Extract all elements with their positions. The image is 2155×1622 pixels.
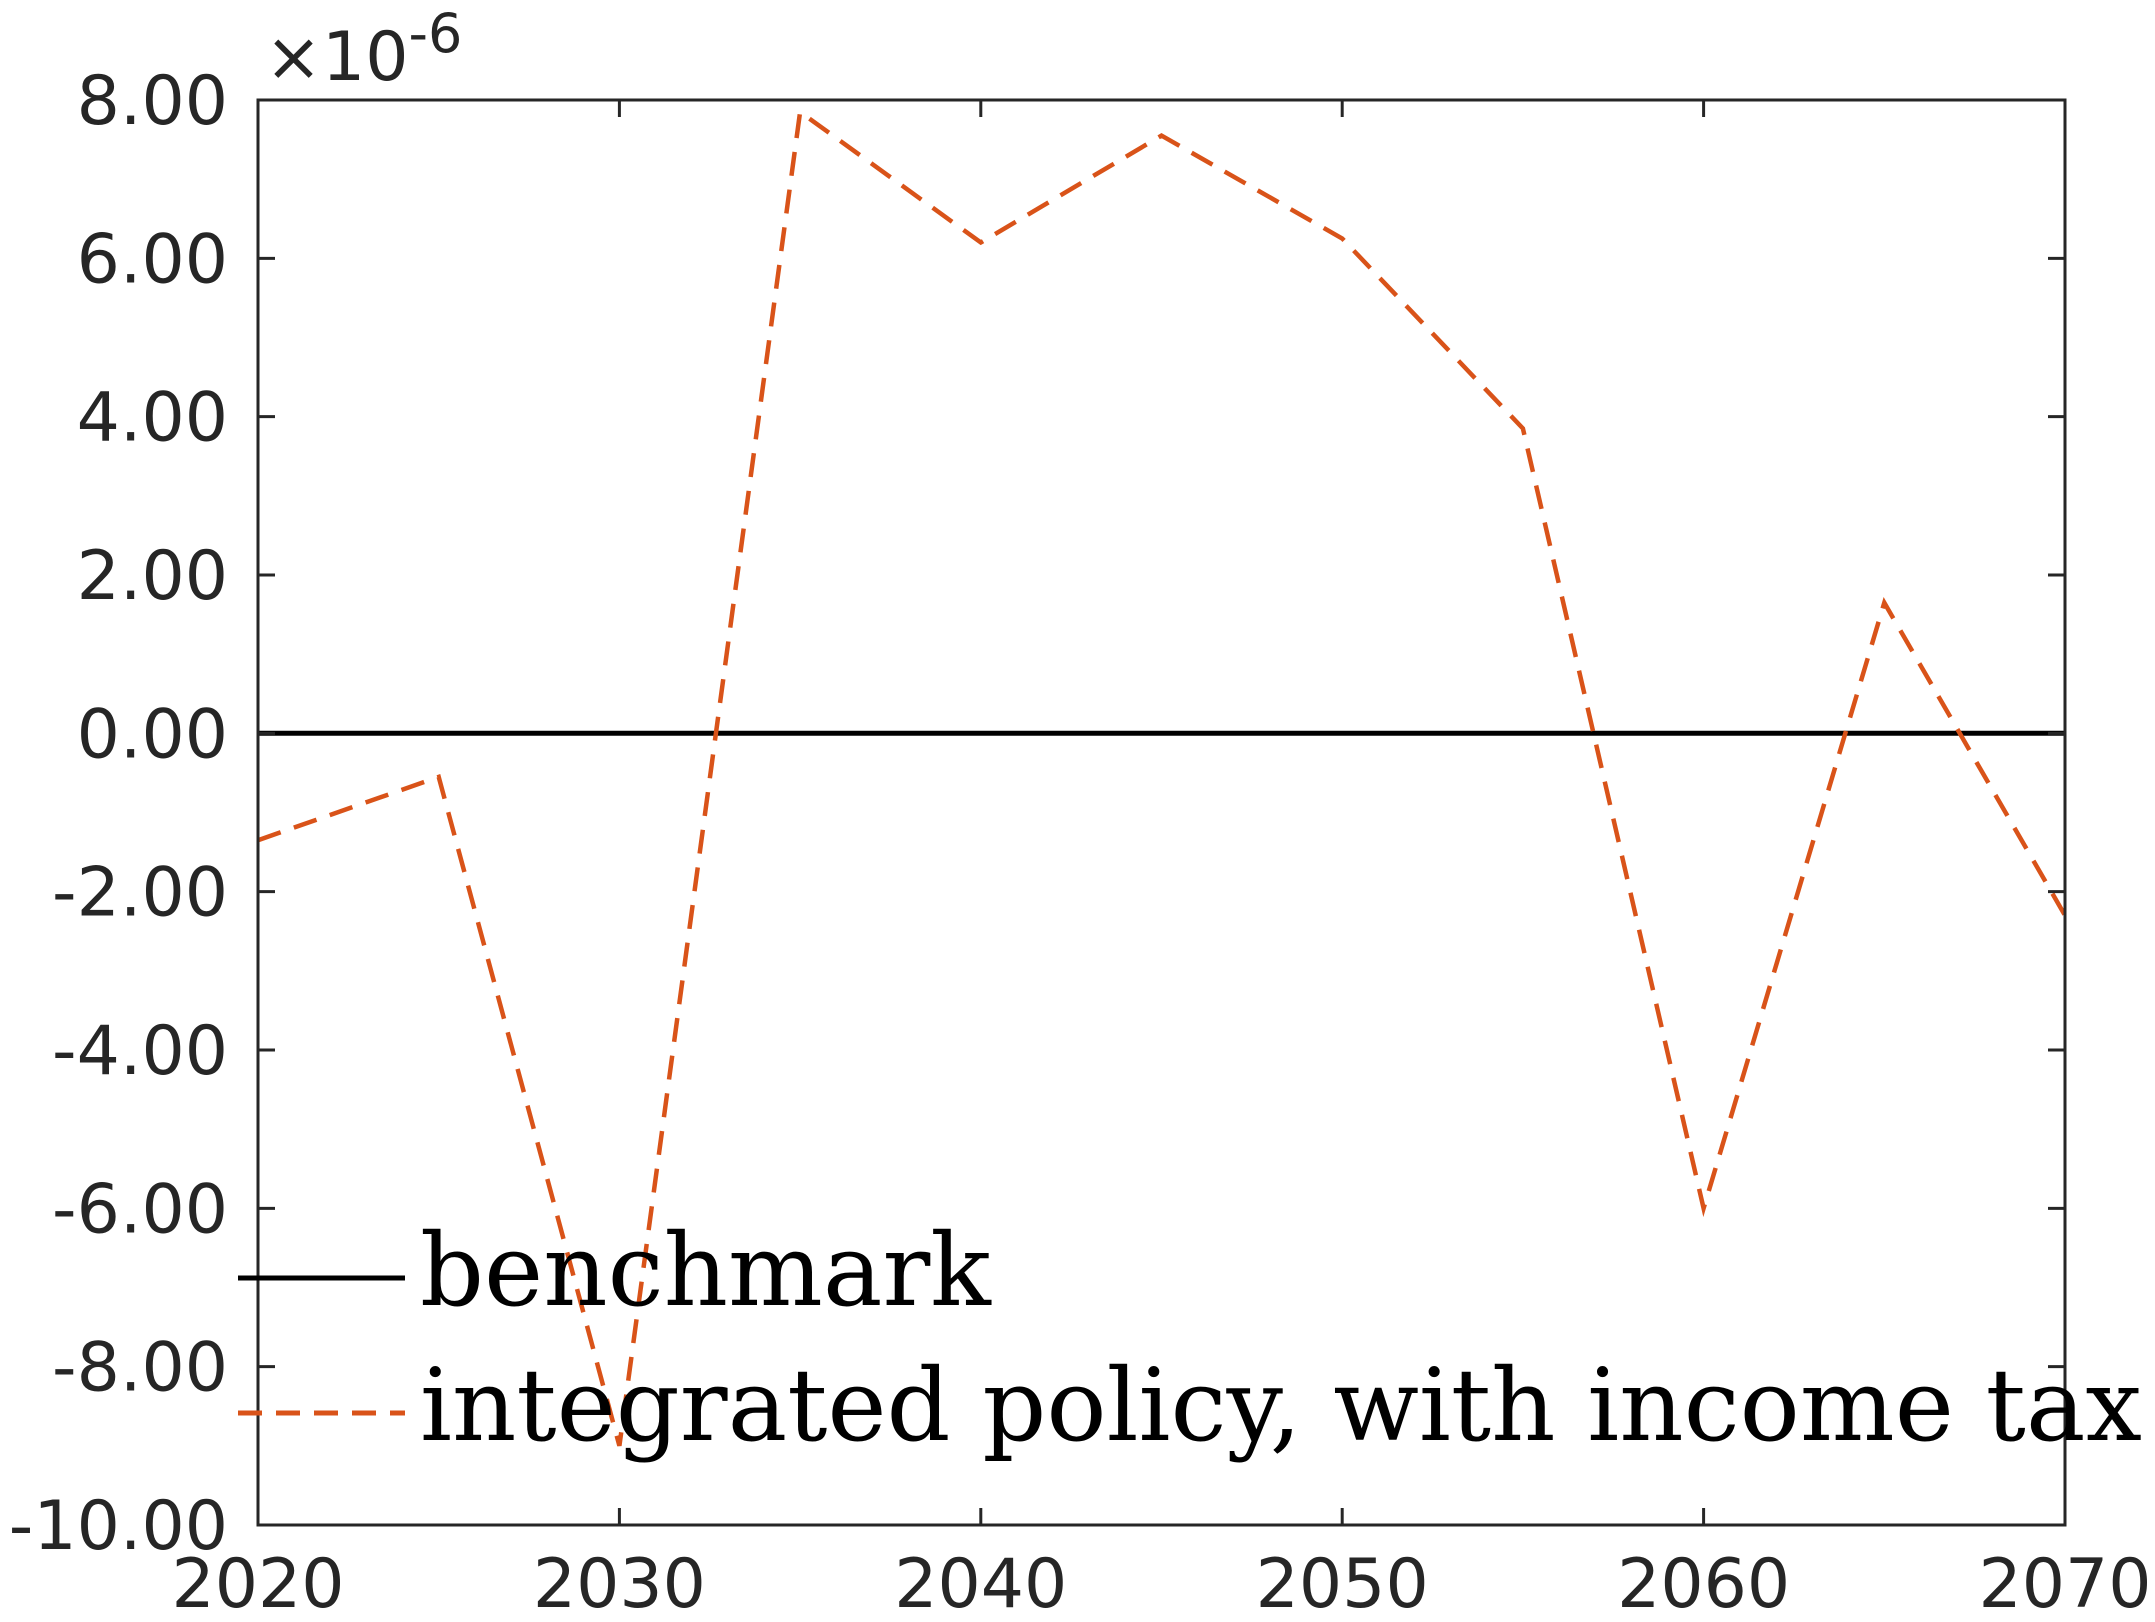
y-tick-label: -10.00 [9, 1487, 228, 1566]
x-tick-label: 2050 [1256, 1545, 1429, 1622]
x-tick-label: 2070 [1978, 1545, 2151, 1622]
y-axis-exponent-power: -6 [409, 2, 463, 65]
y-tick-label: 4.00 [77, 379, 228, 458]
y-tick-label: 2.00 [77, 537, 228, 616]
y-tick-label: 0.00 [77, 695, 228, 774]
x-axis-tick-labels: 2020 2030 2040 2050 2060 2070 [171, 1545, 2151, 1622]
plot-area-frame [256, 98, 2067, 1527]
legend-label-benchmark: benchmark [420, 1212, 992, 1329]
y-tick-label: -6.00 [52, 1170, 228, 1249]
chart-legend: benchmark integrated policy, with income… [238, 1212, 2142, 1464]
y-axis-exponent-label: ×10-6 [265, 2, 462, 97]
y-tick-label: -2.00 [52, 854, 228, 933]
x-tick-label: 2040 [894, 1545, 1067, 1622]
y-tick-label: 8.00 [77, 62, 228, 141]
y-tick-label: -4.00 [52, 1012, 228, 1091]
y-tick-label: -8.00 [52, 1329, 228, 1408]
x-tick-label: 2020 [171, 1545, 344, 1622]
y-axis-tick-labels: 8.00 6.00 4.00 2.00 0.00 -2.00 -4.00 -6.00 -8.00… [9, 62, 228, 1566]
axis-ticks [256, 98, 2067, 1527]
series-layer [257, 107, 2067, 1447]
y-tick-label: 6.00 [77, 220, 228, 299]
y-axis-exponent-base: ×10 [265, 18, 409, 97]
legend-label-integrated-policy: integrated policy, with income tax [420, 1347, 2142, 1464]
series-line-integrated-policy [257, 107, 2067, 1447]
x-tick-label: 2060 [1617, 1545, 1790, 1622]
x-tick-label: 2030 [533, 1545, 706, 1622]
